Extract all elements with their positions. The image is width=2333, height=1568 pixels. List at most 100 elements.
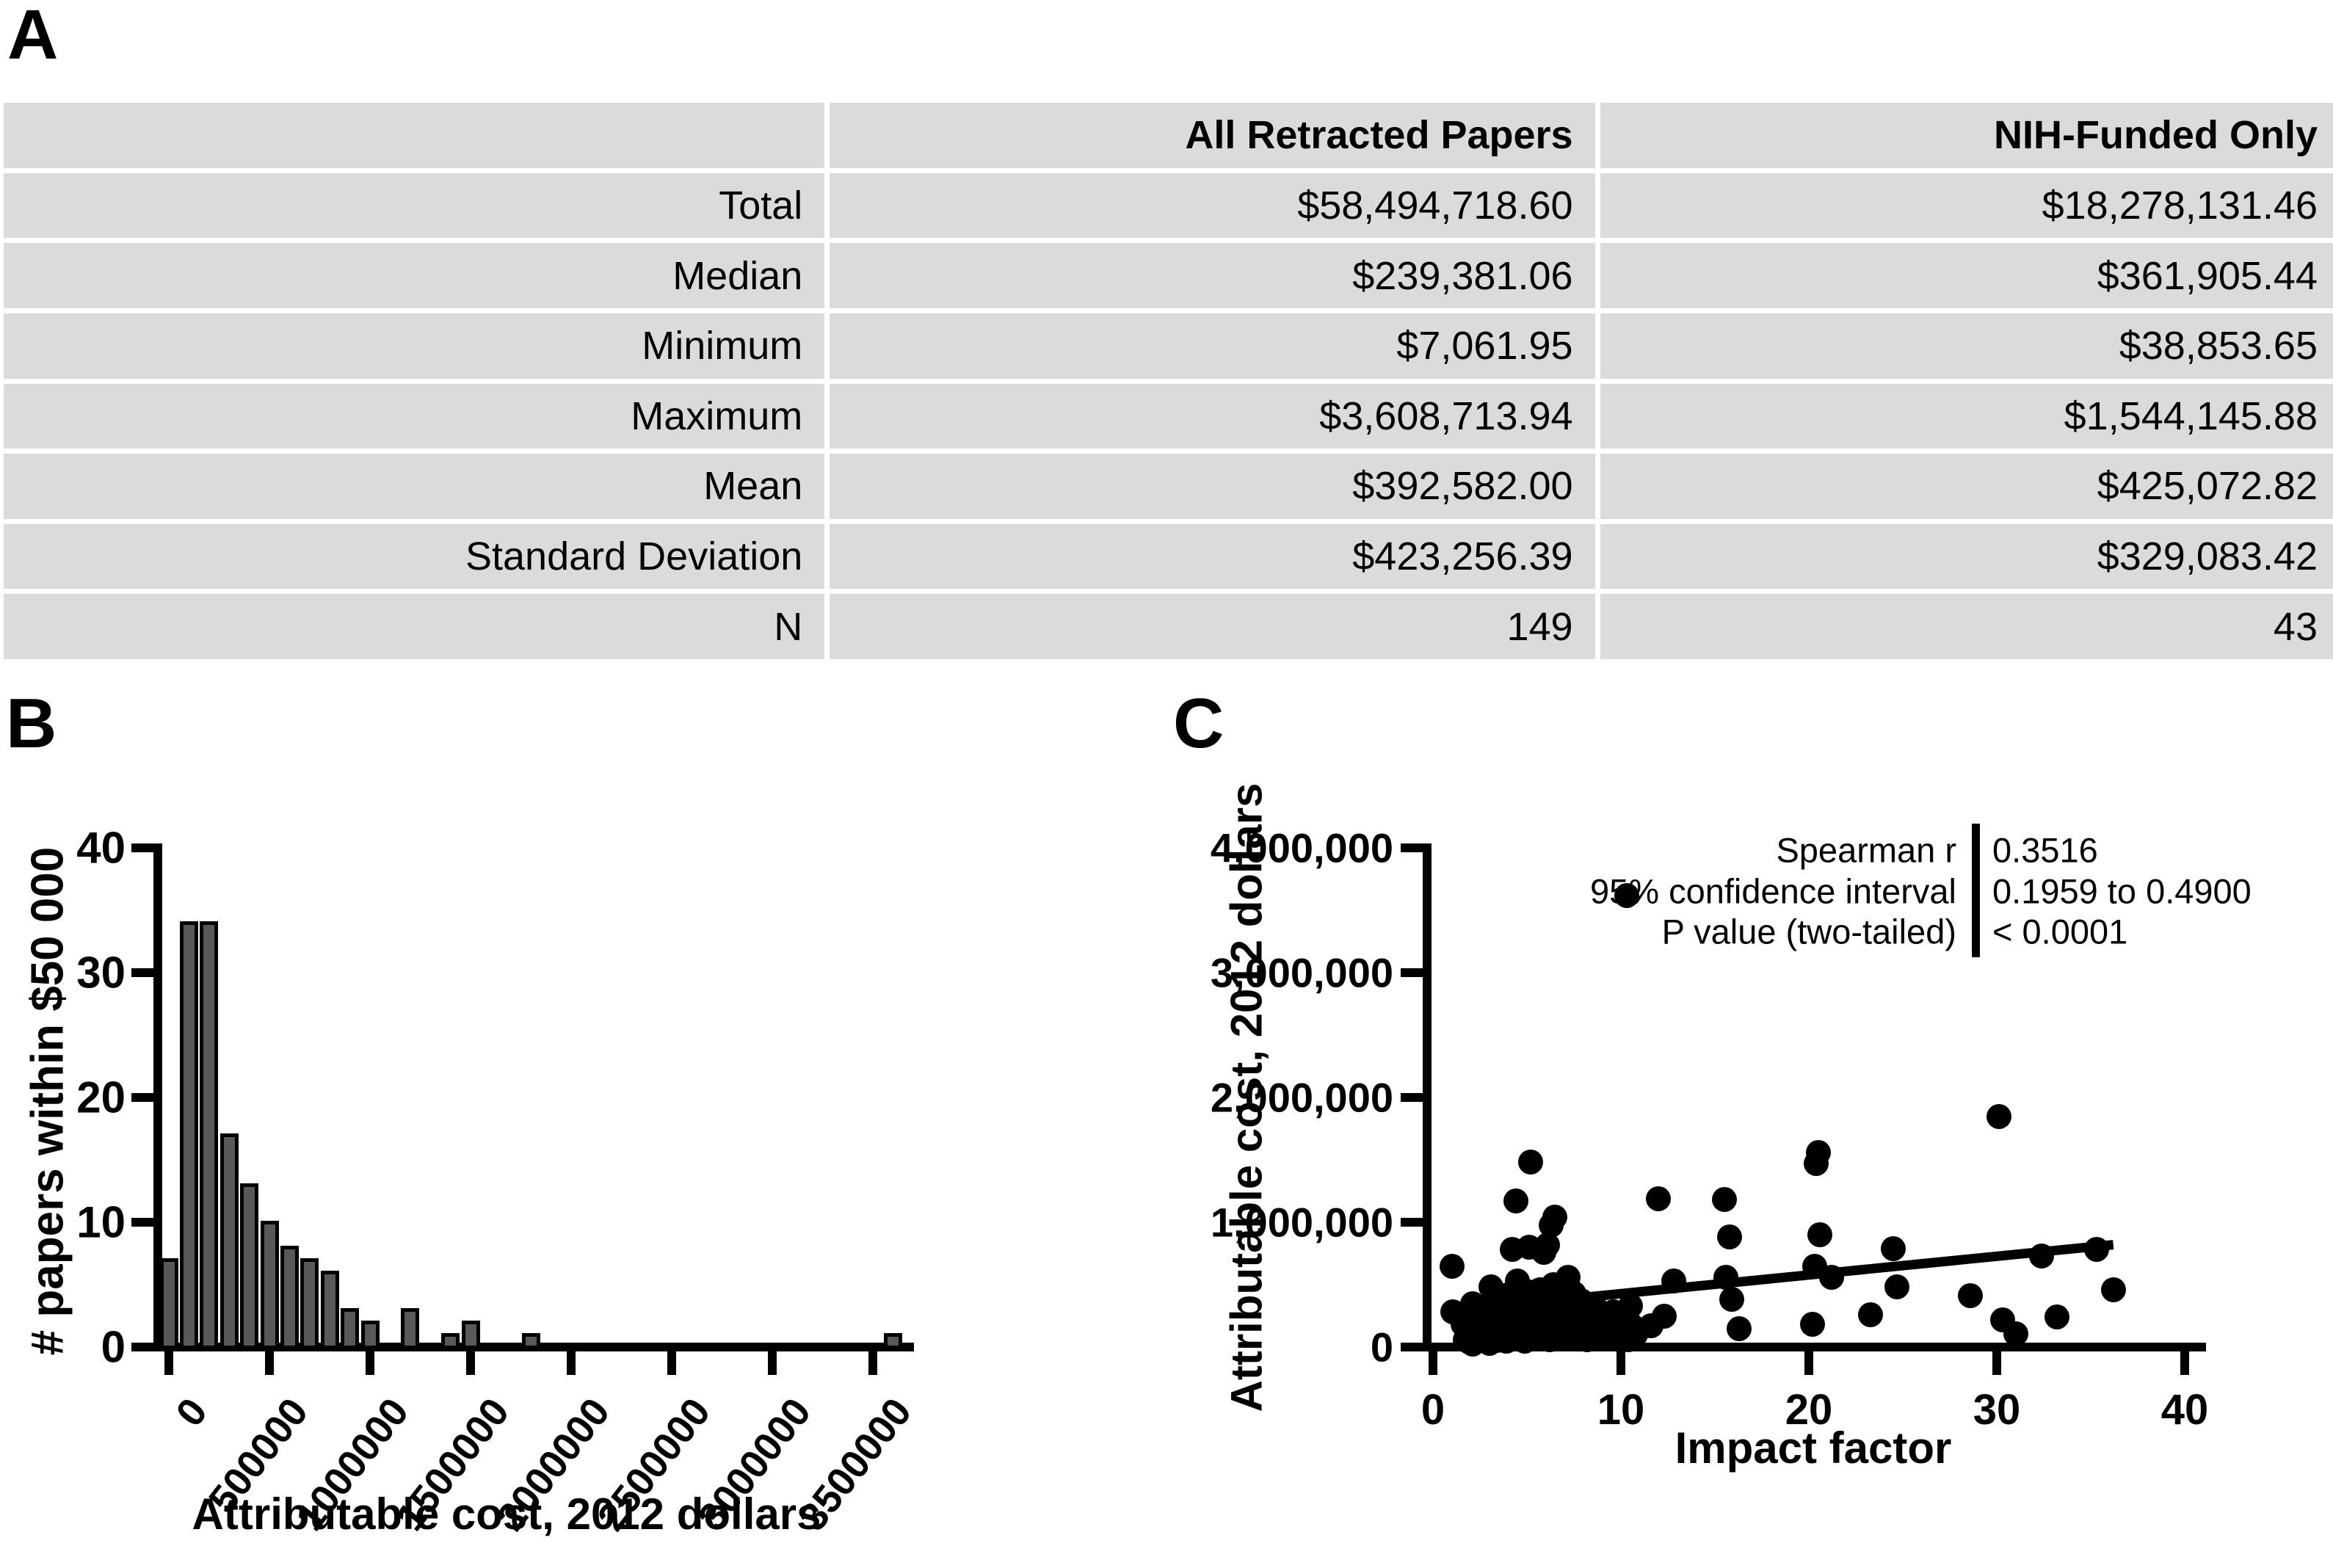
scatter-x-tick-label: 0: [1421, 1386, 1445, 1434]
histogram-x-tick: [466, 1351, 475, 1375]
histogram-bar: [159, 1258, 178, 1349]
scatter-point: [2029, 1243, 2055, 1268]
histogram-y-tick: [131, 968, 153, 977]
scatter-x-tick-label: 10: [1597, 1386, 1645, 1434]
scatter-x-tick: [1992, 1351, 2001, 1375]
table-cell-nih-funded: $1,544,145.88: [1600, 383, 2333, 449]
histogram-x-tick: [265, 1351, 274, 1375]
histogram-y-tick: [131, 843, 153, 852]
scatter-y-tick-label: 4,000,000: [1210, 824, 1393, 871]
scatter-y-tick: [1401, 968, 1423, 977]
scatter-point: [1804, 1151, 1829, 1177]
scatter-point: [1884, 1274, 1910, 1300]
stats-value: < 0.0001: [1992, 912, 2128, 951]
scatter-point: [1478, 1274, 1504, 1300]
histogram-y-tick-label: 0: [101, 1322, 126, 1372]
table-cell-all-retracted: $58,494,718.60: [830, 173, 1595, 239]
stats-table: All Retracted Papers NIH-Funded Only Tot…: [4, 103, 2333, 659]
stats-value: 0.1959 to 0.4900: [1992, 871, 2252, 911]
table-row-label: Median: [4, 243, 825, 308]
scatter-point: [1958, 1283, 1984, 1309]
stats-label: 95% confidence interval: [1589, 871, 1956, 911]
histogram-bar: [521, 1333, 540, 1349]
scatter-y-tick: [1401, 843, 1423, 852]
table-header-blank: [4, 103, 825, 168]
histogram-y-tick: [131, 1343, 153, 1351]
table-row-label: Standard Deviation: [4, 523, 825, 589]
scatter-point: [1531, 1239, 1557, 1265]
table-header-nih-funded: NIH-Funded Only: [1600, 103, 2333, 168]
table-cell-all-retracted: $239,381.06: [830, 243, 1595, 308]
histogram-y-tick-label: 20: [76, 1072, 126, 1122]
scatter-point: [1719, 1287, 1745, 1313]
scatter-point: [1623, 1322, 1649, 1347]
scatter-point: [1459, 1291, 1485, 1316]
histogram-bar: [320, 1271, 339, 1349]
histogram-bar: [360, 1321, 380, 1349]
histogram-x-tick: [366, 1351, 374, 1375]
histogram-y-tick: [131, 1093, 153, 1102]
scatter-y-tick-label: 0: [1370, 1324, 1393, 1371]
stats-value: 0.3516: [1992, 830, 2098, 870]
scatter-point: [1646, 1186, 1672, 1211]
histogram-bar: [219, 1133, 239, 1349]
histogram-y-tick-label: 10: [76, 1197, 126, 1247]
scatter-point: [1439, 1253, 1465, 1279]
table-header-all-retracted: All Retracted Papers: [830, 103, 1595, 168]
table-row-label: Mean: [4, 454, 825, 519]
histogram-x-axis-title: Attributable cost, 2012 dollars: [192, 1489, 821, 1539]
histogram-x-tick: [768, 1351, 777, 1375]
histogram-bar: [179, 921, 198, 1349]
table-cell-all-retracted: $7,061.95: [830, 313, 1595, 379]
histogram-bar: [461, 1321, 480, 1349]
stats-divider-line: [1972, 824, 1980, 957]
panel-a-letter: A: [7, 0, 59, 74]
histogram-bar: [200, 921, 219, 1349]
histogram-bar: [240, 1183, 259, 1349]
histogram-x-tick: [868, 1351, 877, 1375]
scatter-point: [2100, 1277, 2126, 1302]
histogram-y-tick: [131, 1218, 153, 1227]
scatter-x-tick-label: 20: [1785, 1386, 1833, 1434]
table-row-label: N: [4, 594, 825, 659]
histogram-bar: [441, 1333, 460, 1349]
histogram-bar: [401, 1308, 420, 1349]
scatter-point: [1986, 1103, 2011, 1129]
panel-c-letter: C: [1173, 684, 1224, 763]
histogram-y-tick-label: 40: [76, 823, 126, 873]
scatter-x-axis-title: Impact factor: [1675, 1423, 1952, 1473]
scatter-point: [2044, 1304, 2069, 1330]
scatter-y-tick-label: 3,000,000: [1210, 949, 1393, 996]
scatter-x-tick: [2180, 1351, 2189, 1375]
histogram-bar: [280, 1246, 299, 1349]
histogram-bar: [300, 1258, 319, 1349]
table-cell-nih-funded: $329,083.42: [1600, 523, 2333, 589]
scatter-point: [1518, 1150, 1544, 1175]
scatter-point: [2003, 1321, 2028, 1347]
scatter-y-tick: [1401, 1343, 1423, 1351]
table-row-label: Minimum: [4, 313, 825, 379]
scatter-y-tick-label: 1,000,000: [1210, 1199, 1393, 1246]
histogram-x-tick: [567, 1351, 576, 1375]
scatter-point: [1807, 1222, 1833, 1247]
scatter-x-tick: [1429, 1351, 1437, 1375]
scatter-x-tick-label: 40: [2160, 1386, 2209, 1434]
scatter-point: [1800, 1312, 1826, 1337]
table-cell-nih-funded: $425,072.82: [1600, 454, 2333, 519]
scatter-x-tick-label: 30: [1973, 1386, 2021, 1434]
scatter-point: [1713, 1264, 1739, 1290]
scatter-point: [1818, 1264, 1844, 1290]
stats-label: P value (two-tailed): [1661, 912, 1956, 951]
scatter-x-tick: [1804, 1351, 1813, 1375]
scatter-point: [1614, 882, 1639, 908]
table-cell-all-retracted: $423,256.39: [830, 523, 1595, 589]
scatter-y-tick: [1401, 1218, 1423, 1227]
histogram-x-tick: [164, 1351, 173, 1375]
scatter-point: [1717, 1224, 1743, 1250]
table-row-label: Maximum: [4, 383, 825, 449]
scatter-y-tick-label: 2,000,000: [1210, 1074, 1393, 1121]
table-cell-all-retracted: $3,608,713.94: [830, 383, 1595, 449]
